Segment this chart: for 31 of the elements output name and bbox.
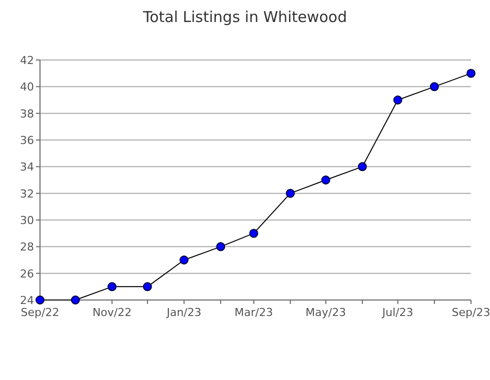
y-tick-label: 34	[20, 160, 34, 174]
x-tick-label: Nov/22	[92, 306, 132, 319]
x-tick-label: Jan/23	[166, 306, 202, 319]
point	[286, 188, 295, 198]
point	[321, 176, 330, 184]
point	[180, 256, 189, 264]
y-tick-label: 26	[20, 267, 34, 280]
y-tick-label: 40	[20, 80, 34, 94]
point	[249, 228, 258, 238]
point	[216, 242, 226, 252]
x-tick-label: Sep/23	[452, 306, 490, 319]
x-tick-label: Mar/23	[234, 306, 273, 319]
point	[466, 68, 476, 78]
y-tick-label: 32	[20, 187, 34, 200]
y-tick-label: 28	[20, 240, 34, 254]
point	[70, 296, 80, 304]
y-tick-label: 36	[20, 134, 34, 147]
chart-title: Total Listings in Whitewood	[142, 8, 348, 26]
point	[36, 296, 44, 304]
point	[430, 82, 439, 92]
point	[393, 96, 402, 104]
y-tick-label: 24	[20, 294, 34, 307]
x-tick-label: Jul/23	[381, 306, 414, 319]
point	[108, 282, 117, 292]
y-tick-label: 42	[20, 54, 34, 67]
x-tick-label: May/23	[306, 306, 346, 319]
point	[358, 162, 367, 172]
y-tick-label: 30	[20, 214, 34, 227]
x-tick-label: Sep/22	[20, 306, 60, 319]
point	[142, 282, 152, 292]
y-tick-label: 38	[20, 107, 34, 120]
